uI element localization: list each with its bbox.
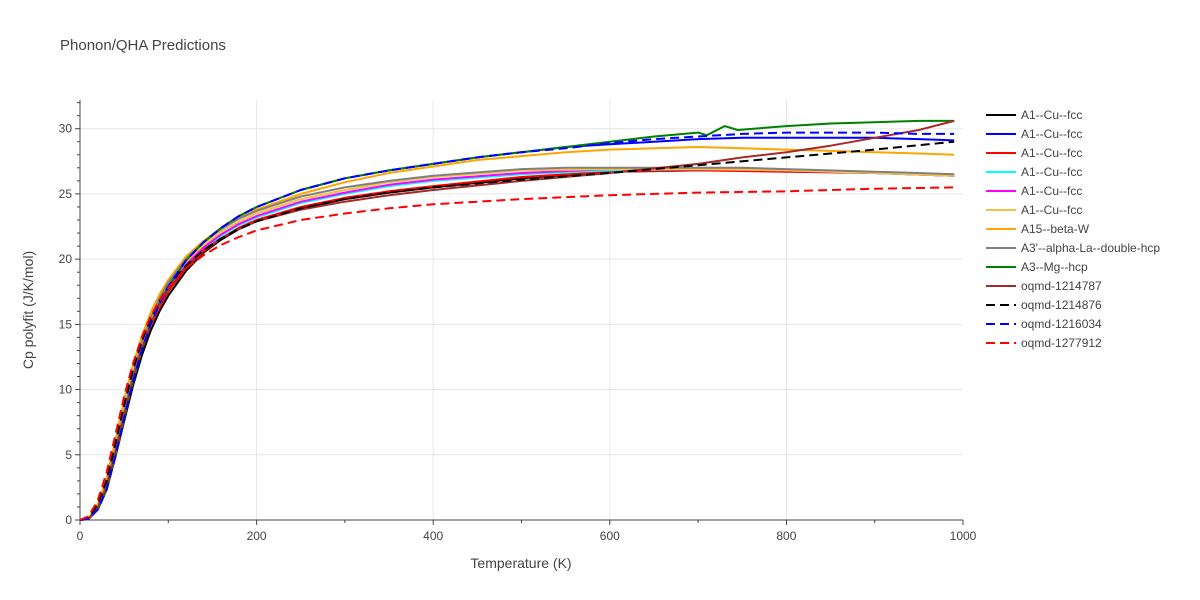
- legend-label: oqmd-1214787: [1021, 279, 1102, 293]
- legend-item[interactable]: A15--beta-W: [986, 222, 1090, 236]
- legend-item[interactable]: A1--Cu--fcc: [986, 127, 1082, 141]
- legend-item[interactable]: oqmd-1216034: [986, 317, 1102, 331]
- legend-label: A1--Cu--fcc: [1021, 108, 1082, 122]
- legend-label: A1--Cu--fcc: [1021, 127, 1082, 141]
- series-line-5: [79, 168, 955, 521]
- legend-label: oqmd-1214876: [1021, 298, 1102, 312]
- series-line-6: [79, 146, 955, 521]
- y-tick-label: 20: [59, 252, 73, 266]
- y-tick-label: 5: [65, 448, 72, 462]
- legend-label: A1--Cu--fcc: [1021, 146, 1082, 160]
- x-tick-label: 400: [423, 529, 443, 543]
- chart-title: Phonon/QHA Predictions: [60, 37, 226, 54]
- legend-label: A3'--alpha-La--double-hcp: [1021, 241, 1160, 255]
- series-line-2: [79, 169, 955, 521]
- x-axis-title: Temperature (K): [470, 555, 571, 571]
- series-line-4: [79, 168, 955, 521]
- y-tick-label: 25: [59, 187, 73, 201]
- legend-label: A1--Cu--fcc: [1021, 165, 1082, 179]
- legend-item[interactable]: A1--Cu--fcc: [986, 108, 1082, 122]
- legend-item[interactable]: A1--Cu--fcc: [986, 146, 1082, 160]
- legend-item[interactable]: oqmd-1214876: [986, 298, 1102, 312]
- x-tick-label: 800: [776, 529, 796, 543]
- grid: [80, 100, 963, 520]
- legend-label: oqmd-1277912: [1021, 336, 1102, 350]
- legend-item[interactable]: oqmd-1277912: [986, 336, 1102, 350]
- legend-item[interactable]: A1--Cu--fcc: [986, 203, 1082, 217]
- legend-item[interactable]: A3'--alpha-La--double-hcp: [986, 241, 1160, 255]
- series-line-10: [79, 140, 955, 521]
- x-tick-label: 0: [77, 529, 84, 543]
- legend-label: A3--Mg--hcp: [1021, 260, 1088, 274]
- y-tick-label: 15: [59, 317, 73, 331]
- series-line-1: [79, 136, 955, 521]
- legend-item[interactable]: A1--Cu--fcc: [986, 165, 1082, 179]
- series-line-3: [79, 168, 955, 521]
- legend-item[interactable]: A3--Mg--hcp: [986, 260, 1088, 274]
- x-tick-label: 600: [600, 529, 620, 543]
- y-tick-label: 0: [65, 513, 72, 527]
- plot-area: [79, 119, 955, 521]
- legend-item[interactable]: oqmd-1214787: [986, 279, 1102, 293]
- legend[interactable]: A1--Cu--fcc A1--Cu--fcc A1--Cu--fcc A1--Cu-…: [986, 108, 1160, 350]
- legend-label: A15--beta-W: [1021, 222, 1090, 236]
- y-axis-title: Cp polyfit (J/K/mol): [20, 251, 36, 369]
- x-tick-label: 200: [247, 529, 267, 543]
- series-line-11: [79, 131, 955, 521]
- legend-label: oqmd-1216034: [1021, 317, 1102, 331]
- series-line-0: [79, 169, 955, 521]
- legend-label: A1--Cu--fcc: [1021, 203, 1082, 217]
- legend-item[interactable]: A1--Cu--fcc: [986, 184, 1082, 198]
- y-tick-label: 10: [59, 383, 73, 397]
- legend-label: A1--Cu--fcc: [1021, 184, 1082, 198]
- series-line-12: [79, 186, 955, 521]
- x-tick-label: 1000: [950, 529, 977, 543]
- axes: 0 5 10 15 20 25 30 0 200 400 600 800 1000: [59, 100, 977, 543]
- y-tick-label: 30: [59, 122, 73, 136]
- series-line-7: [79, 166, 955, 521]
